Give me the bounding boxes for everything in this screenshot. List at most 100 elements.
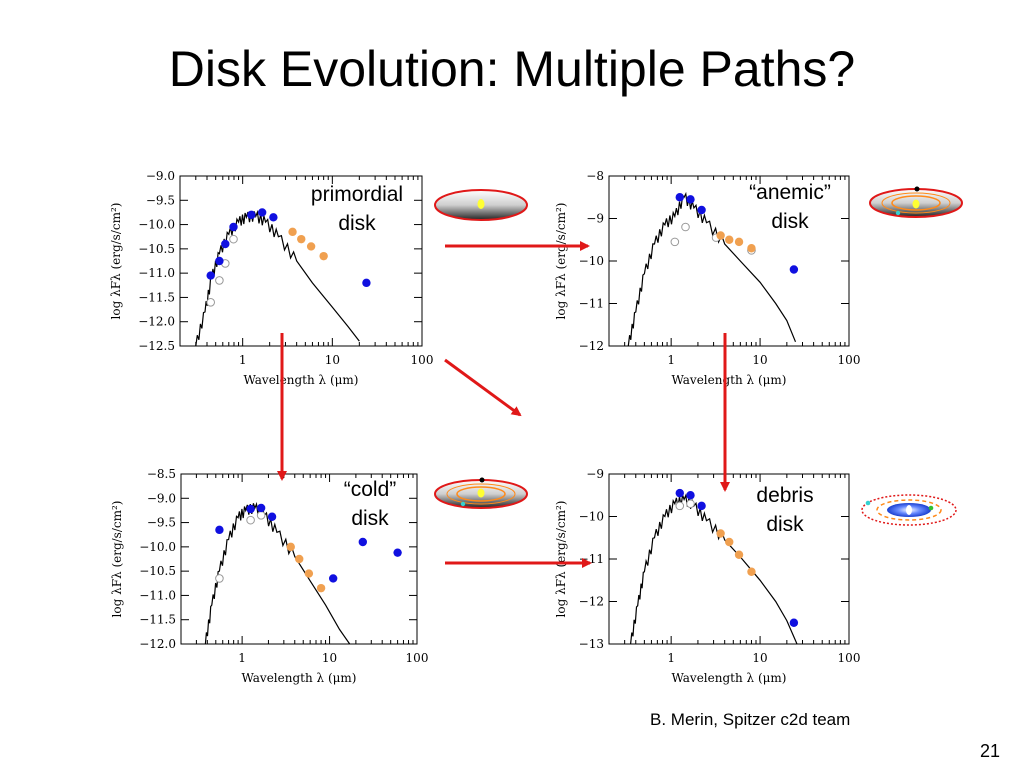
- irac-data-point: [306, 242, 316, 251]
- nir-data-point: [697, 501, 706, 511]
- x-tick-label: 1: [667, 651, 675, 665]
- primordial-disk-illustration: [434, 189, 528, 221]
- sed-chart-anemic: 1 10 100 −8 −9 −10 −11 −12 Wavelength λ (μm) log …: [554, 169, 861, 387]
- nir-data-point: [215, 256, 224, 266]
- photosphere-model-line: [627, 191, 797, 347]
- irac-data-point: [747, 244, 756, 253]
- x-tick-label: 1: [238, 651, 246, 665]
- nir-data-point: [257, 208, 267, 217]
- cold-disk-illustration: [434, 477, 528, 509]
- y-tick-label: −12.0: [138, 315, 175, 329]
- open-data-point: [206, 297, 216, 307]
- open-data-point: [681, 222, 690, 232]
- nir-data-point: [686, 195, 695, 204]
- nir-data-point: [246, 504, 255, 514]
- irac-data-point: [286, 542, 295, 552]
- credit-text: B. Merin, Spitzer c2d team: [650, 710, 851, 729]
- x-tick-label: 100: [838, 651, 861, 665]
- y-tick-label: −9.5: [147, 516, 176, 530]
- x-tick-label: 1: [239, 353, 247, 367]
- nir-data-point: [221, 239, 230, 249]
- label-primordial-line2: disk: [338, 212, 376, 235]
- photosphere-model-line: [630, 493, 798, 645]
- y-tick-label: −10.0: [139, 540, 176, 554]
- irac-data-point: [747, 567, 756, 576]
- nir-data-point: [789, 265, 799, 274]
- y-tick-label: −11.5: [139, 613, 176, 627]
- nir-data-point: [697, 205, 706, 215]
- page-number: 21: [980, 741, 1001, 761]
- nir-data-point: [789, 618, 799, 627]
- irac-data-point: [734, 237, 744, 247]
- open-data-point: [229, 234, 238, 244]
- x-tick-label: 10: [752, 651, 767, 665]
- y-tick-label: −11.5: [138, 290, 175, 304]
- sed-chart-cold: 1 10 100 −8.5 −9.0 −9.5 −10.0 −10.5 −11.0 −11.5 −1…: [110, 467, 429, 685]
- label-anemic-line1: “anemic”: [749, 181, 831, 204]
- y-tick-label: −10.0: [138, 218, 175, 232]
- nir-data-point: [362, 278, 371, 288]
- irac-data-point: [304, 569, 314, 578]
- label-cold-line1: “cold”: [343, 478, 397, 501]
- nir-data-point: [675, 193, 684, 202]
- y-tick-label: −9.0: [146, 169, 175, 183]
- y-tick-label: −11: [579, 297, 604, 311]
- x-tick-label: 100: [411, 353, 434, 367]
- x-tick-label: 100: [406, 651, 429, 665]
- label-anemic-line2: disk: [771, 210, 809, 233]
- y-tick-label: −12: [579, 595, 604, 609]
- nir-data-point: [247, 210, 256, 220]
- irac-data-point: [295, 554, 304, 564]
- x-axis-label: Wavelength λ (μm): [243, 373, 358, 387]
- y-tick-label: −11.0: [138, 266, 175, 280]
- y-axis-label: log λFλ (erg/s/cm²): [109, 203, 123, 320]
- arrow-primordial-to-debris: [444, 358, 522, 417]
- y-axis-label: log λFλ (erg/s/cm²): [554, 501, 568, 618]
- open-data-point: [675, 501, 685, 511]
- debris-disk-illustration: [861, 494, 957, 526]
- photosphere-model-line: [204, 501, 351, 645]
- y-tick-label: −12.5: [138, 339, 175, 353]
- y-tick-label: −9: [586, 212, 604, 226]
- label-debris-line1: debris: [756, 484, 814, 507]
- label-primordial-line1: primordial: [310, 183, 404, 206]
- y-tick-label: −9.0: [147, 491, 176, 505]
- label-debris: debris disk: [735, 481, 835, 539]
- y-tick-label: −13: [579, 637, 604, 651]
- nir-data-point: [215, 525, 224, 535]
- x-tick-label: 100: [838, 353, 861, 367]
- open-data-point: [670, 237, 680, 247]
- label-debris-line2: disk: [766, 513, 804, 536]
- plot-frame: [179, 175, 423, 347]
- y-tick-label: −11.0: [139, 588, 176, 602]
- x-axis-label: Wavelength λ (μm): [671, 671, 786, 685]
- sed-chart-primordial: 1 10 100 −9.0 −9.5 −10.0 −10.5 −11.0 −11.5 −12.0 −…: [109, 169, 434, 387]
- irac-data-point: [725, 537, 734, 547]
- nir-data-point: [393, 548, 402, 557]
- anemic-disk-illustration: [869, 186, 963, 218]
- y-tick-label: −10: [579, 510, 604, 524]
- y-tick-label: −12.0: [139, 637, 176, 651]
- y-tick-label: −8.5: [147, 467, 176, 481]
- open-data-point: [686, 499, 695, 509]
- irac-data-point: [288, 227, 297, 237]
- y-tick-label: −8: [586, 169, 604, 183]
- nir-data-point: [269, 213, 278, 222]
- y-tick-label: −9: [586, 467, 604, 481]
- y-axis-label: log λFλ (erg/s/cm²): [110, 501, 124, 618]
- y-tick-label: −10.5: [139, 564, 176, 578]
- y-tick-label: −10.5: [138, 242, 175, 256]
- irac-data-point: [734, 550, 744, 559]
- x-tick-label: 10: [325, 353, 340, 367]
- open-data-point: [246, 515, 255, 525]
- y-tick-label: −10: [579, 254, 604, 268]
- label-anemic: “anemic” disk: [725, 178, 855, 236]
- x-tick-label: 1: [667, 353, 675, 367]
- y-axis-label: log λFλ (erg/s/cm²): [554, 203, 568, 320]
- slide-title: Disk Evolution: Multiple Paths?: [168, 41, 856, 97]
- nir-data-point: [328, 574, 338, 583]
- plot-frame: [180, 473, 418, 645]
- label-cold: “cold” disk: [315, 475, 425, 533]
- y-tick-label: −9.5: [146, 193, 175, 207]
